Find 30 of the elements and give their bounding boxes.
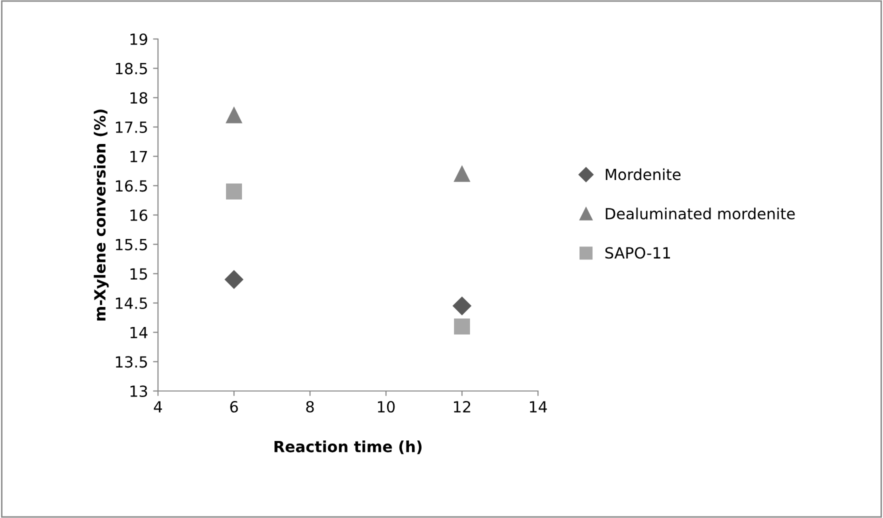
y-tick-label: 13: [130, 385, 148, 398]
y-tick-label: 17.5: [116, 122, 147, 134]
x-tick-label: 12: [454, 400, 470, 412]
y-tick-label: 18: [130, 92, 148, 104]
y-tick-label: 16.5: [116, 180, 147, 192]
y-tick-label: 13.5: [116, 356, 147, 368]
y-tick-label: 16: [130, 209, 148, 222]
point: [452, 296, 472, 316]
y-tick-label: 14: [130, 327, 148, 338]
y-tick-label: 17: [130, 151, 147, 162]
point: [454, 166, 470, 182]
legend-label: Mordenite: [606, 168, 681, 180]
y-tick-label: 15: [130, 268, 147, 280]
y-tick-label: 14.5: [116, 298, 147, 310]
point: [226, 107, 242, 124]
x-tick-label: 8: [306, 400, 314, 413]
y-tick-label: 18.5: [116, 62, 147, 74]
point: [454, 318, 470, 334]
x-tick-label: 10: [378, 400, 395, 413]
legend-label: SAPO-11: [605, 247, 670, 259]
y-tick-label: 19: [130, 33, 148, 46]
y-tick-label: 15.5: [116, 239, 147, 250]
point: [224, 270, 244, 289]
x-tick-label: 4: [154, 401, 162, 412]
y-axis-title: m-Xylene conversion (%): [94, 110, 109, 320]
x-tick-label: 14: [530, 401, 547, 412]
point: [226, 184, 242, 200]
x-axis-title: Reaction time (h): [274, 440, 422, 454]
x-tick-label: 6: [230, 400, 238, 413]
legend-label: Dealuminated mordenite: [606, 208, 795, 220]
